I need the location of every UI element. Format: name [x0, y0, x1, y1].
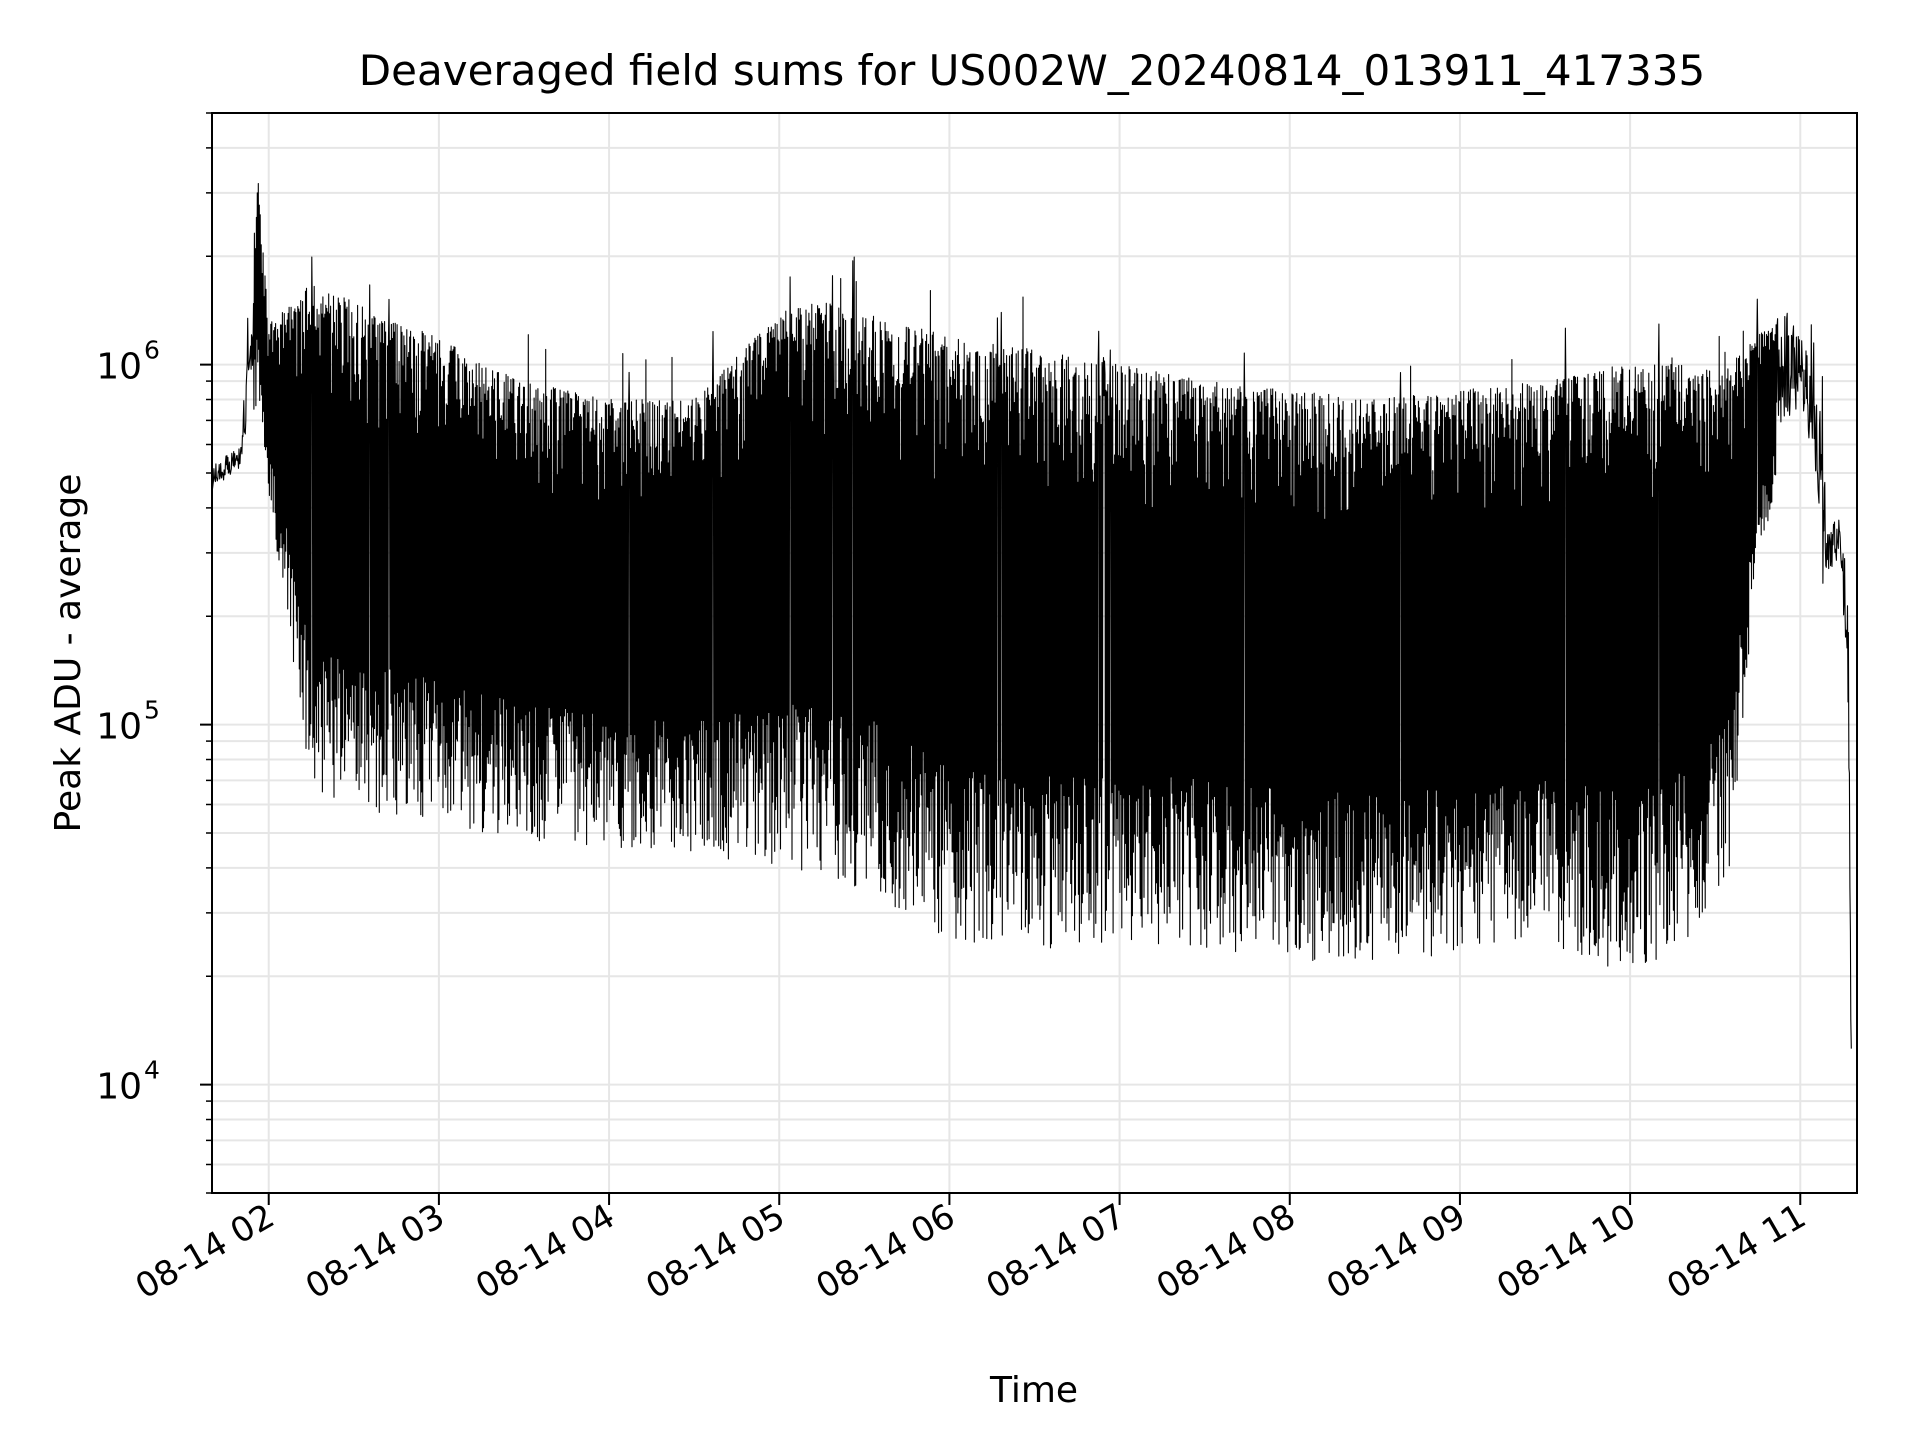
y-axis-label: Peak ADU - average — [48, 474, 89, 833]
x-axis-label: Time — [989, 1370, 1078, 1411]
y-tick-label: 10 — [96, 707, 142, 748]
series-line — [212, 182, 1852, 1049]
y-tick-label-exponent: 4 — [144, 1056, 160, 1085]
y-tick-label: 10 — [96, 1067, 142, 1108]
series-line-group — [212, 182, 1852, 1049]
plot-area — [212, 182, 1852, 1049]
y-tick-label-exponent: 6 — [144, 336, 160, 365]
chart-title: Deaveraged field sums for US002W_2024081… — [359, 46, 1705, 95]
y-tick-label: 10 — [96, 347, 142, 388]
plot-frame — [211, 112, 1858, 1194]
y-tick-label-exponent: 5 — [144, 696, 160, 725]
